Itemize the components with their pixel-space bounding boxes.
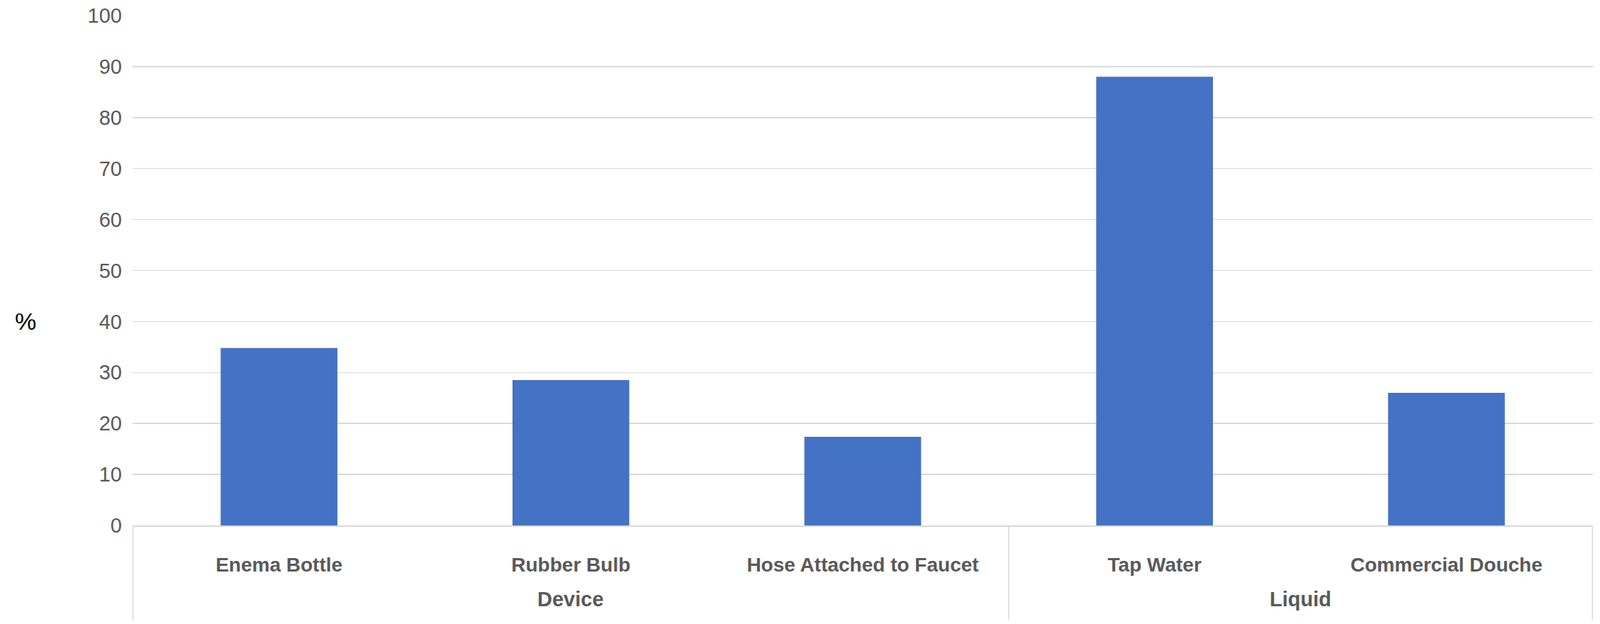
svg-text:40: 40 — [99, 310, 122, 334]
svg-text:90: 90 — [99, 55, 122, 78]
svg-text:80: 80 — [99, 106, 122, 130]
svg-text:20: 20 — [99, 411, 122, 435]
svg-text:Tap Water: Tap Water — [1108, 553, 1202, 576]
svg-text:30: 30 — [99, 360, 122, 384]
svg-text:Hose Attached to Faucet: Hose Attached to Faucet — [746, 553, 979, 576]
svg-text:Liquid: Liquid — [1269, 587, 1332, 611]
svg-text:70: 70 — [99, 157, 122, 181]
svg-text:Commercial Douche: Commercial Douche — [1350, 553, 1543, 576]
svg-text:50: 50 — [99, 259, 122, 283]
svg-text:100: 100 — [87, 4, 122, 27]
svg-text:0: 0 — [110, 513, 122, 537]
svg-text:60: 60 — [99, 208, 122, 232]
svg-text:10: 10 — [99, 462, 122, 486]
svg-text:Rubber Bulb: Rubber Bulb — [511, 553, 631, 576]
svg-text:%: % — [14, 307, 37, 335]
svg-text:Enema Bottle: Enema Bottle — [215, 553, 343, 576]
svg-text:Device: Device — [537, 587, 604, 611]
